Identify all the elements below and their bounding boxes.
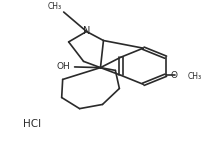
Text: CH₃: CH₃: [187, 72, 202, 81]
Text: OH: OH: [57, 62, 71, 71]
Text: N: N: [83, 26, 90, 36]
Text: HCl: HCl: [23, 119, 41, 129]
Text: CH₃: CH₃: [48, 2, 62, 11]
Text: O: O: [171, 71, 178, 80]
